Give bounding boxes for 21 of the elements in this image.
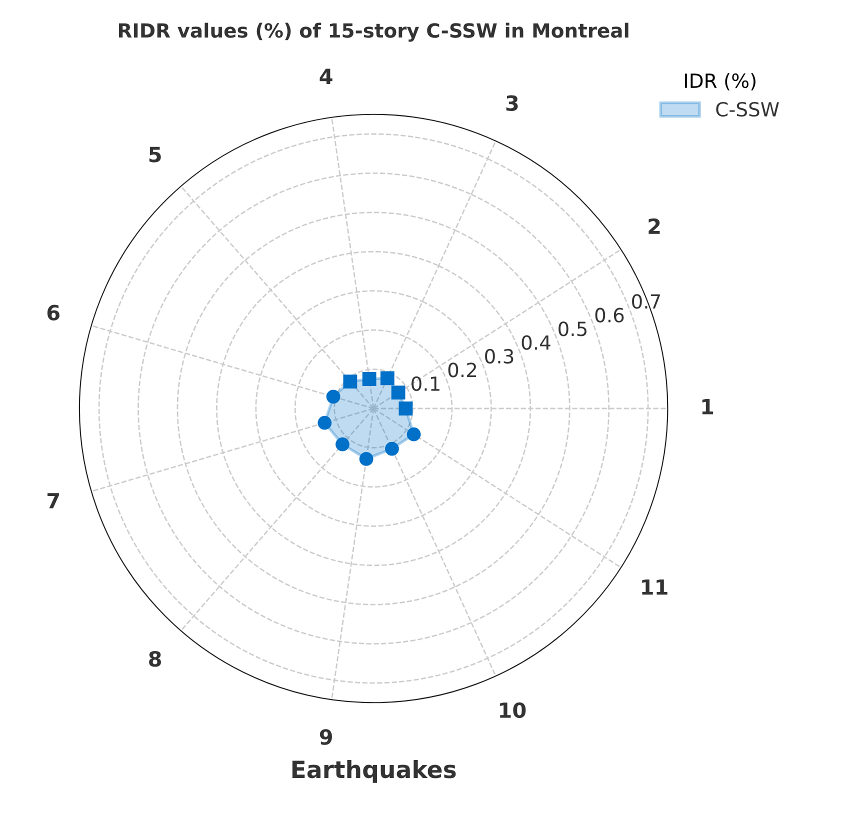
y-tick-label: 0.5 xyxy=(558,322,586,336)
spoke-label: 1 xyxy=(702,399,714,414)
y-tick-label: 0.6 xyxy=(595,308,624,323)
spoke-label: 2 xyxy=(648,218,660,234)
chart-title: RIDR values (%) of 15-story C-SSW in Montreal xyxy=(118,22,628,42)
spoke-label: 10 xyxy=(500,702,526,718)
spoke-label: 9 xyxy=(320,729,332,745)
y-tick-label: 0.4 xyxy=(522,335,550,350)
legend-title: IDR (%) xyxy=(685,73,756,90)
y-tick-label: 0.1 xyxy=(412,376,440,392)
spoke-label: 4 xyxy=(320,68,332,84)
spoke-label: 5 xyxy=(149,146,161,162)
y-tick-label: 0.2 xyxy=(448,362,476,378)
spoke-label: 8 xyxy=(149,650,161,667)
spoke-label: 3 xyxy=(506,95,518,111)
text: Earthquakes xyxy=(292,760,456,783)
spoke-label: 7 xyxy=(48,493,59,508)
legend-label: C-SSW xyxy=(716,102,779,117)
spoke-label: 11 xyxy=(642,579,668,595)
spoke-label: 6 xyxy=(47,304,60,321)
y-tick-label: 0.3 xyxy=(485,348,514,364)
